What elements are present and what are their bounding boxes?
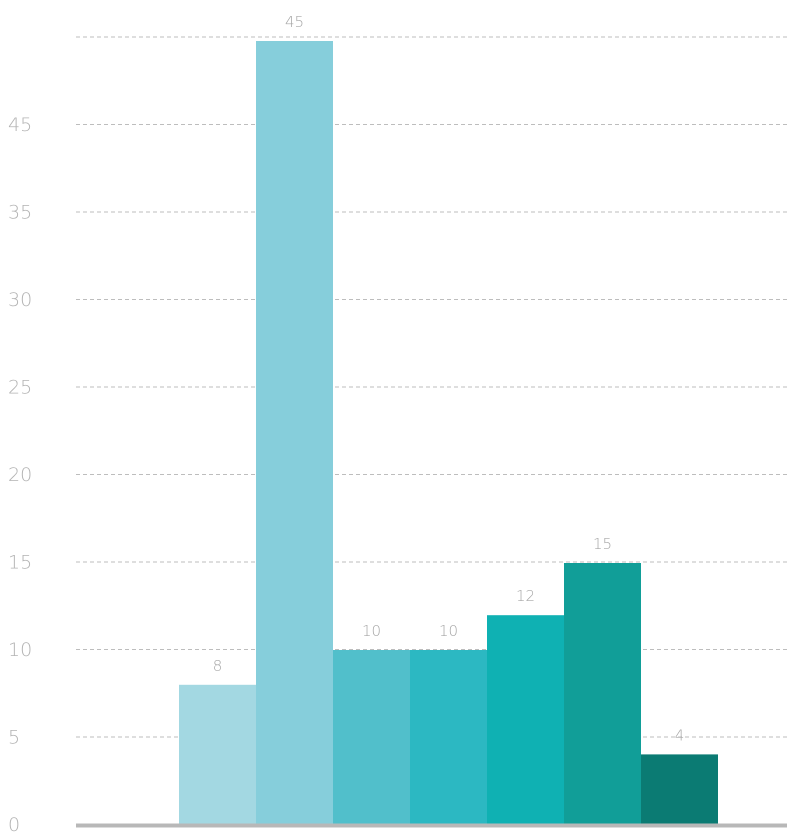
bar (410, 650, 487, 824)
bar (179, 684, 256, 824)
bar (564, 563, 641, 824)
grid-lines (76, 36, 787, 738)
bar-value-label: 45 (285, 13, 304, 31)
bar (641, 754, 718, 824)
y-tick-label: 45 (8, 114, 32, 136)
bar-value-label: 12 (516, 587, 535, 605)
bar (333, 650, 410, 824)
bar (487, 615, 564, 824)
y-tick-label: 20 (8, 464, 32, 486)
y-tick-label: 10 (8, 639, 32, 661)
y-tick-label: 25 (8, 377, 32, 399)
y-tick-label: 15 (8, 552, 32, 574)
y-tick-label: 30 (8, 289, 32, 311)
y-tick-label: 5 (8, 727, 20, 749)
bars (179, 41, 718, 824)
y-tick-label: 0 (8, 814, 20, 835)
bar-value-label: 8 (213, 657, 223, 675)
bar-value-label: 15 (593, 535, 612, 553)
bar-value-label: 10 (362, 622, 381, 640)
bar-value-label: 4 (675, 726, 685, 744)
y-tick-label: 35 (8, 202, 32, 224)
y-axis-tick-labels: 0 5 10 15 20 25 30 35 45 (8, 114, 32, 835)
bar-value-labels: 8 45 10 10 12 15 4 (213, 13, 685, 744)
bar-value-label: 10 (439, 622, 458, 640)
bar (256, 41, 333, 824)
